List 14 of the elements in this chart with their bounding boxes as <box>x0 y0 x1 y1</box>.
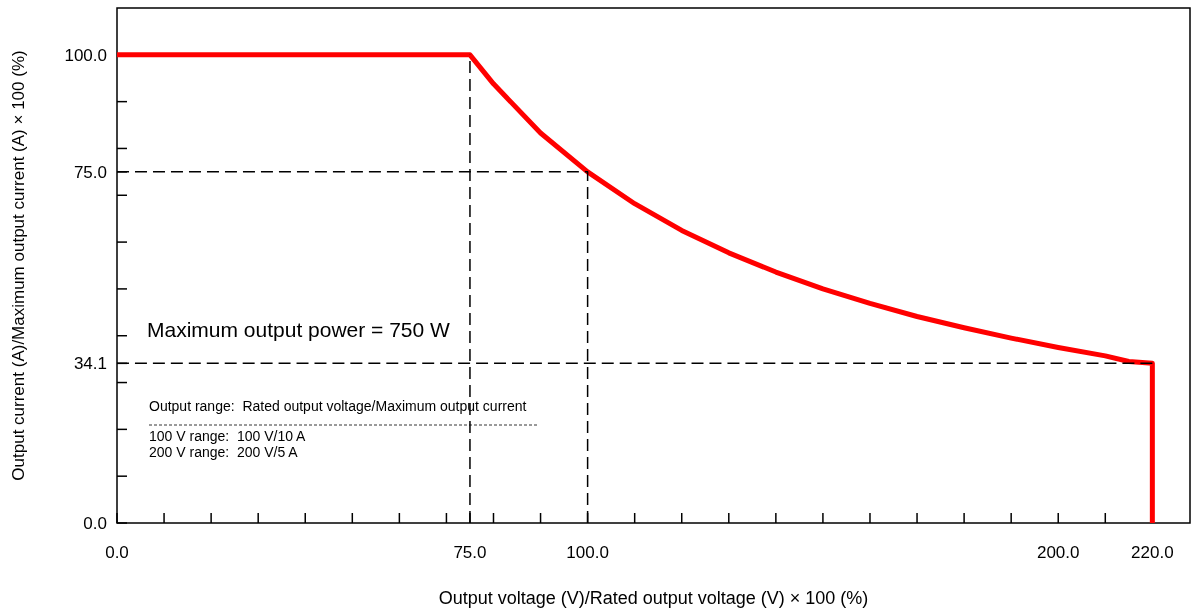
x-axis-title: Output voltage (V)/Rated output voltage (V) × 100 (%) <box>438 588 869 608</box>
x-tick-label: 75.0 <box>453 543 487 562</box>
x-tick-label: 0.0 <box>105 543 129 562</box>
annotation: 100 V range: 100 V/10 A <box>149 428 307 444</box>
x-tick-label: 220.0 <box>1131 543 1174 562</box>
y-axis-title: Output current (A)/Maximum output current (A) × 100 (%) <box>9 50 28 481</box>
y-tick-label: 34.1 <box>73 354 107 374</box>
annotation: Maximum output power = 750 W <box>147 318 451 341</box>
y-tick-label: 0.0 <box>83 513 107 533</box>
y-tick-label: 75.0 <box>73 162 107 182</box>
annotation: 200 V range: 200 V/5 A <box>149 444 299 460</box>
x-tick-label: 200.0 <box>1036 543 1080 562</box>
y-tick-label: 100.0 <box>64 45 107 65</box>
x-tick-label: 100.0 <box>566 543 609 562</box>
